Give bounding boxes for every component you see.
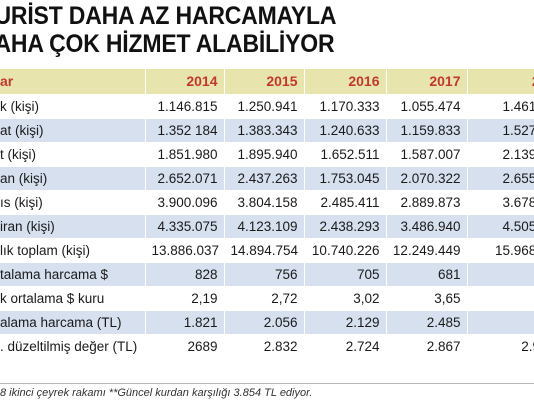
column-header-year: 20 — [467, 69, 534, 94]
table-row: at (kişi) 1.352 184 1.383.343 1.240.633 … — [0, 117, 534, 142]
row-label: lık toplam (kişi) — [0, 237, 146, 262]
table-cell: 1.240.633 — [304, 117, 387, 142]
table-cell: 3.678.5 — [467, 189, 534, 214]
table-cell: 2.070.322 — [386, 165, 468, 190]
table-row: t (kişi) 1.851.980 1.895.940 1.652.511 1… — [0, 141, 534, 166]
footnote: 8 ikinci çeyrek rakamı **Güncel kurdan k… — [0, 383, 534, 399]
table-row: an (kişi) 2.652.071 2.437.263 1.753.045 … — [0, 165, 534, 190]
table-header-row: ar 2014 2015 2016 2017 20 — [0, 69, 534, 94]
table-cell: 10.740.226 — [304, 237, 387, 262]
table-cell: 2.724 — [304, 333, 387, 358]
row-label: an (kişi) — [0, 165, 146, 190]
table-cell: 3.804.158 — [224, 189, 305, 214]
row-label: k ortalama $ kuru — [0, 285, 146, 310]
table-cell: 1.652.511 — [304, 141, 387, 166]
table-cell: 1.055.474 — [386, 93, 468, 118]
table-cell: 1.821 — [145, 309, 225, 334]
table-cell: 2.129 — [304, 309, 387, 334]
table-cell: 3,65 — [386, 285, 468, 310]
table-row: ıs (kişi) 3.900.096 3.804.158 2.485.411 … — [0, 189, 534, 214]
table-row: alama harcama (TL) 1.821 2.056 2.129 2.4… — [0, 309, 534, 334]
table-cell: 2689 — [145, 333, 225, 358]
table-cell: 1.527.6 — [467, 117, 534, 142]
table-cell: 2,72 — [224, 285, 305, 310]
table-cell: 13.886.037 — [145, 237, 225, 262]
table-cell: 2.652.071 — [145, 165, 225, 190]
table-cell: 3.900.096 — [145, 189, 225, 214]
row-label: at (kişi) — [0, 117, 146, 142]
table-row: talama harcama $ 828 756 705 681 6 — [0, 261, 534, 286]
table-cell: 2.832 — [224, 333, 305, 358]
table-cell: 828 — [145, 261, 225, 286]
table-cell: 2.485.411 — [304, 189, 387, 214]
table-row: iran (kişi) 4.335.075 4.123.109 2.438.29… — [0, 213, 534, 238]
column-header-year: 2014 — [145, 69, 225, 94]
table-cell: 1.159.833 — [386, 117, 468, 142]
table-cell: 681 — [386, 261, 468, 286]
headline-line-2: AHA ÇOK HİZMET ALABİLİYOR — [0, 30, 335, 58]
table-cell: 705 — [304, 261, 387, 286]
data-table-container: ar 2014 2015 2016 2017 20 k (kişi) 1.146… — [0, 69, 534, 358]
column-header-year: 2017 — [386, 69, 468, 94]
table-cell: 2.94 — [467, 333, 534, 358]
table-cell: 15.968.6 — [467, 237, 534, 262]
table-cell: 2.485 — [386, 309, 468, 334]
table-cell: 2.655.1 — [467, 165, 534, 190]
table-cell: 4.505.0 — [467, 213, 534, 238]
headline-line-1: URİST DAHA AZ HARCAMAYLA — [0, 2, 337, 30]
table-cell: 2 — [467, 309, 534, 334]
table-cell: 1.895.940 — [224, 141, 305, 166]
table-cell: 1.352 184 — [145, 117, 225, 142]
table-cell: 3.486.940 — [386, 213, 468, 238]
row-label: . düzeltilmiş değer (TL) — [0, 333, 146, 358]
table-cell: 756 — [224, 261, 305, 286]
table-cell: 12.249.449 — [386, 237, 468, 262]
tourism-data-table: ar 2014 2015 2016 2017 20 k (kişi) 1.146… — [0, 69, 534, 358]
table-cell: 2.437.263 — [224, 165, 305, 190]
table-cell: 14.894.754 — [224, 237, 305, 262]
row-label: t (kişi) — [0, 141, 146, 166]
table-cell: 1.461.1 — [467, 93, 534, 118]
table-cell: 1.851.980 — [145, 141, 225, 166]
column-header-label: ar — [0, 69, 146, 94]
table-cell: 4.123.109 — [224, 213, 305, 238]
table-cell: 1.587.007 — [386, 141, 468, 166]
table-cell: 1.146.815 — [145, 93, 225, 118]
table-row: k ortalama $ kuru 2,19 2,72 3,02 3,65 4 — [0, 285, 534, 310]
table-cell: 1.170.333 — [304, 93, 387, 118]
table-row: lık toplam (kişi) 13.886.037 14.894.754 … — [0, 237, 534, 262]
table-cell: 2.056 — [224, 309, 305, 334]
table-cell: 2,19 — [145, 285, 225, 310]
row-label: iran (kişi) — [0, 213, 146, 238]
table-cell: 1.250.941 — [224, 93, 305, 118]
table-cell: 2.139.0 — [467, 141, 534, 166]
column-header-year: 2015 — [224, 69, 305, 94]
table-cell: 2.889.873 — [386, 189, 468, 214]
table-cell: 2.438.293 — [304, 213, 387, 238]
table-cell: 4 — [467, 285, 534, 310]
table-row: . düzeltilmiş değer (TL) 2689 2.832 2.72… — [0, 333, 534, 358]
table-cell: 1.753.045 — [304, 165, 387, 190]
table-cell: 2.867 — [386, 333, 468, 358]
column-header-year: 2016 — [304, 69, 387, 94]
table-cell: 6 — [467, 261, 534, 286]
table-cell: 4.335.075 — [145, 213, 225, 238]
row-label: k (kişi) — [0, 93, 146, 118]
row-label: alama harcama (TL) — [0, 309, 146, 334]
table-row: k (kişi) 1.146.815 1.250.941 1.170.333 1… — [0, 93, 534, 118]
row-label: ıs (kişi) — [0, 189, 146, 214]
table-cell: 1.383.343 — [224, 117, 305, 142]
row-label: talama harcama $ — [0, 261, 146, 286]
table-cell: 3,02 — [304, 285, 387, 310]
